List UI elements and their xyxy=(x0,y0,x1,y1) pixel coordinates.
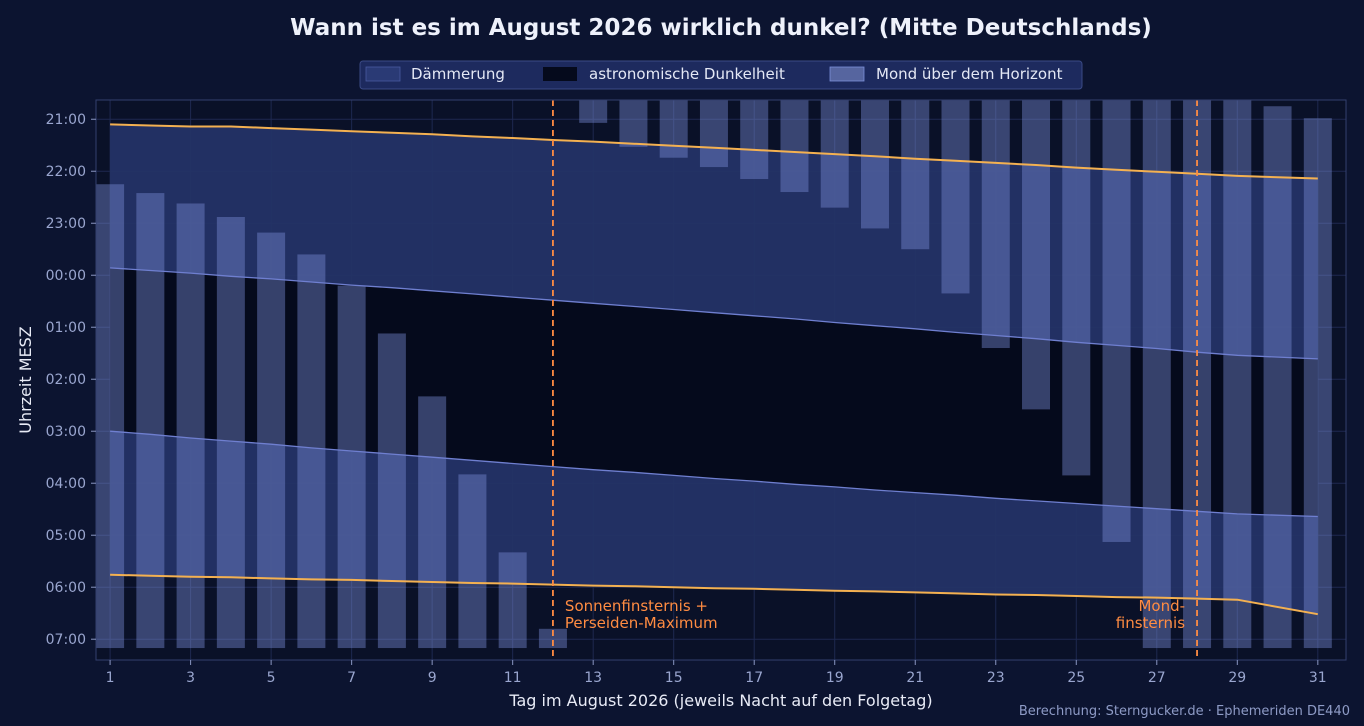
x-tick-label: 13 xyxy=(584,670,602,686)
y-tick-label: 04:00 xyxy=(46,476,86,492)
legend-label-twilight: Dämmerung xyxy=(411,65,505,83)
sun-lines xyxy=(110,123,1318,616)
y-tick-label: 06:00 xyxy=(46,580,86,596)
event-annotation-label: Mond- xyxy=(1138,597,1185,615)
moon-bar xyxy=(377,333,406,649)
y-axis: 21:00 22:00 23:00 00:00 01:00 02:00 03:00 04:00… xyxy=(46,112,96,648)
sunrise-line xyxy=(110,573,1318,616)
x-tick-label: 15 xyxy=(665,670,683,686)
x-tick-label: 31 xyxy=(1309,670,1327,686)
y-tick-label: 03:00 xyxy=(46,424,86,440)
y-tick-label: 23:00 xyxy=(46,216,86,232)
x-tick-label: 27 xyxy=(1148,670,1166,686)
x-tick-label: 25 xyxy=(1067,670,1085,686)
moon-bar xyxy=(780,100,809,193)
x-tick-label: 5 xyxy=(267,670,276,686)
x-tick-label: 3 xyxy=(186,670,195,686)
plot-frame xyxy=(95,99,1347,661)
legend-swatch-twilight xyxy=(365,66,401,82)
moon-bar xyxy=(418,396,447,649)
moon-bar xyxy=(699,100,728,168)
x-tick-label: 23 xyxy=(987,670,1005,686)
legend-box xyxy=(359,60,1083,90)
moon-bar xyxy=(1303,118,1332,649)
moon-bar xyxy=(257,232,286,649)
credit-text: Berechnung: Sterngucker.de · Ephemeriden… xyxy=(1019,704,1350,719)
y-tick-label: 07:00 xyxy=(46,632,86,648)
x-tick-label: 19 xyxy=(826,670,844,686)
y-axis-label: Uhrzeit MESZ xyxy=(16,326,35,434)
moon-bar xyxy=(659,100,688,158)
twilight-areas xyxy=(110,124,1318,615)
x-tick-label: 29 xyxy=(1228,670,1246,686)
moon-bar xyxy=(1223,100,1252,649)
annotations: Sonnenfinsternis +Perseiden-Maximum Mond-… xyxy=(552,100,1198,660)
moon-bar xyxy=(901,100,930,250)
legend-swatch-darkness xyxy=(543,67,577,81)
y-tick-label: 05:00 xyxy=(46,528,86,544)
moon-bar xyxy=(337,285,366,649)
moon-bar xyxy=(538,628,567,649)
x-axis-label: Tag im August 2026 (jeweils Nacht auf de… xyxy=(508,691,932,710)
event-annotation-label: Perseiden-Maximum xyxy=(565,614,718,632)
x-tick-label: 1 xyxy=(106,670,115,686)
moon-bar xyxy=(498,552,527,649)
moon-bar xyxy=(579,100,608,123)
astro-dusk-line xyxy=(110,267,1318,360)
y-tick-label: 22:00 xyxy=(46,164,86,180)
sunset-line xyxy=(110,123,1318,180)
moon-bar xyxy=(619,100,648,147)
y-tick-label: 21:00 xyxy=(46,112,86,128)
y-tick-label: 01:00 xyxy=(46,320,86,336)
astro-dawn-line xyxy=(110,430,1318,518)
moon-bar xyxy=(1062,100,1091,476)
moon-bar xyxy=(458,474,487,649)
moon-bar xyxy=(297,254,326,649)
moon-bar xyxy=(1263,106,1292,649)
darkness-area xyxy=(110,267,1318,517)
moon-bar xyxy=(941,100,970,294)
y-tick-label: 00:00 xyxy=(46,268,86,284)
event-annotation-label: Sonnenfinsternis + xyxy=(565,597,708,615)
y-tick-label: 02:00 xyxy=(46,372,86,388)
moon-bar xyxy=(860,100,889,229)
x-tick-label: 7 xyxy=(347,670,356,686)
morning-twilight-area xyxy=(110,431,1318,615)
x-tick-label: 21 xyxy=(906,670,924,686)
moon-bar xyxy=(1022,100,1051,410)
moon-bar xyxy=(176,203,205,649)
legend-label-moon: Mond über dem Horizont xyxy=(876,65,1063,83)
x-tick-label: 17 xyxy=(745,670,763,686)
moon-bar xyxy=(740,100,769,180)
x-tick-label: 11 xyxy=(504,670,522,686)
chart-title: Wann ist es im August 2026 wirklich dunk… xyxy=(290,15,1152,41)
moon-bar xyxy=(136,193,165,649)
legend-label-darkness: astronomische Dunkelheit xyxy=(589,65,785,83)
moon-bar xyxy=(96,184,125,649)
event-annotation-label: finsternis xyxy=(1116,614,1185,632)
moon-bar xyxy=(981,100,1010,349)
moon-bar xyxy=(216,216,245,649)
legend-swatch-moon xyxy=(829,66,865,82)
x-axis: 1 3 5 7 9 11 13 15 17 19 21 23 25 27 29 31 xyxy=(106,660,1327,686)
moon-bar xyxy=(1102,100,1131,542)
moon-bar xyxy=(1142,100,1171,649)
evening-twilight-area xyxy=(110,124,1318,359)
legend: Dämmerung astronomische Dunkelheit Mond … xyxy=(359,60,1083,90)
x-tick-label: 9 xyxy=(428,670,437,686)
